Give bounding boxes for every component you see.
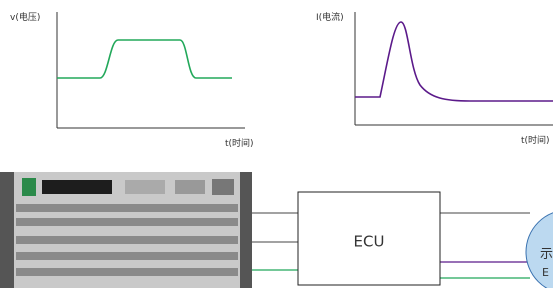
current-curve [355,22,553,101]
display-label: E [542,266,549,279]
diagram: v(电压) t(时间) I(电流) t(时间) ECU 示 [0,0,553,288]
y-label: I(电流) [316,11,344,23]
voltage-plot: v(电压) t(时间) [10,11,254,149]
current-plot: I(电流) t(时间) [316,11,553,146]
y-label: v(电压) [10,11,40,23]
display-label: 示 [540,247,553,262]
voltage-curve [57,40,232,78]
ecu-label: ECU [354,233,385,251]
x-label: t(时间) [225,137,254,149]
x-label: t(时间) [521,134,550,146]
power-supply [0,172,252,288]
